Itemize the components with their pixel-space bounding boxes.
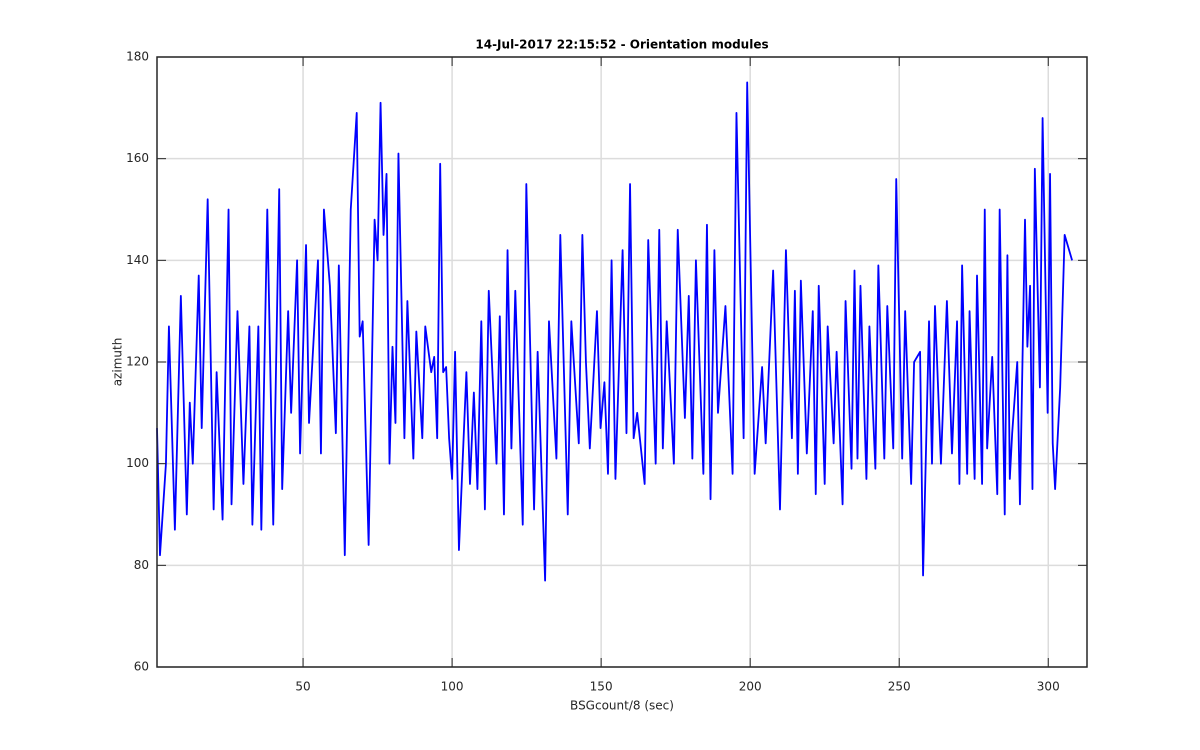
- y-tick-label: 120: [126, 355, 149, 369]
- y-axis-label: azimuth: [111, 338, 125, 387]
- x-tick-label: 250: [888, 680, 911, 694]
- y-tick-label: 60: [134, 660, 149, 674]
- x-tick-label: 150: [590, 680, 613, 694]
- x-tick-label: 200: [739, 680, 762, 694]
- y-tick-label: 160: [126, 151, 149, 165]
- data-line: [156, 81, 1073, 582]
- x-axis-label: BSGcount/8 (sec): [570, 699, 674, 713]
- x-tick-label: 50: [295, 680, 310, 694]
- y-tick-label: 80: [134, 558, 149, 572]
- axes: 50 100 150 200 250 300 60 80 100 120 140 160 180: [126, 50, 1088, 694]
- y-tick-label: 180: [126, 50, 149, 64]
- y-tick-label: 100: [126, 456, 149, 470]
- x-tick-label: 300: [1037, 680, 1060, 694]
- x-tick-label: 100: [441, 680, 464, 694]
- chart-title: 14-Jul-2017 22:15:52 - Orientation modul…: [475, 38, 768, 52]
- axes-box: [156, 56, 1088, 668]
- y-tick-label: 140: [126, 253, 149, 267]
- plot: [156, 81, 1073, 582]
